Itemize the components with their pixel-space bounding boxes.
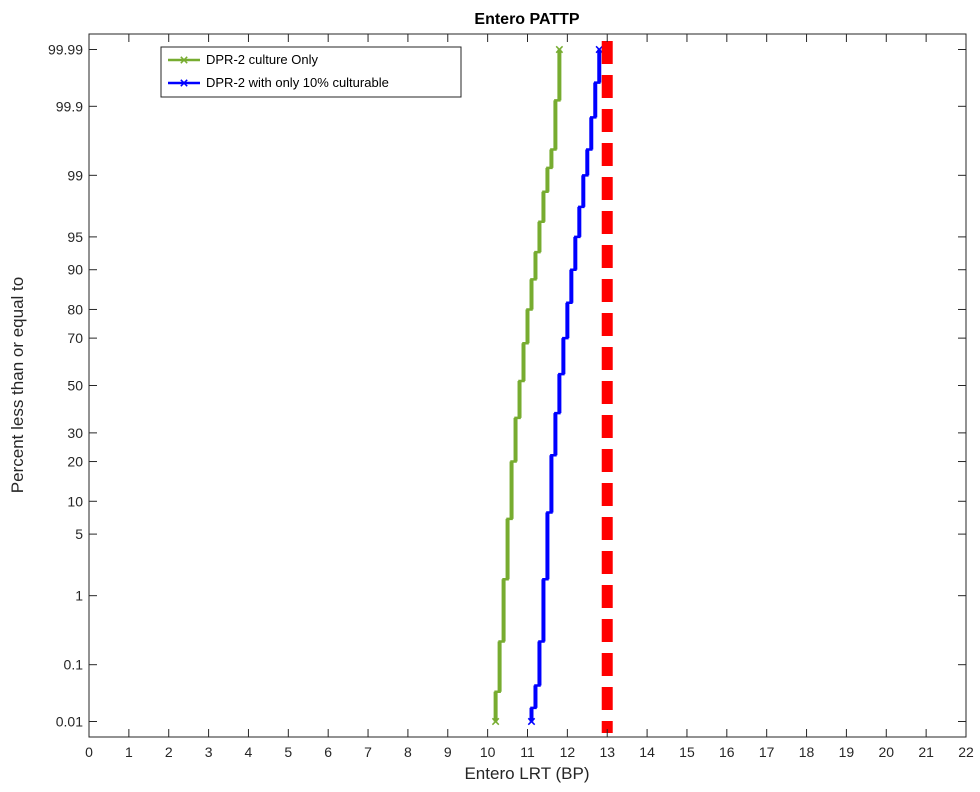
y-tick-label: 99: [67, 167, 83, 183]
x-tick-label: 11: [520, 744, 535, 760]
y-tick-label: 1: [75, 588, 83, 604]
y-tick-label: 70: [67, 330, 83, 346]
legend-label-green: DPR-2 culture Only: [206, 52, 318, 67]
data-point-marker: [555, 45, 564, 54]
x-tick-label: 15: [679, 744, 695, 760]
y-tick-label: 5: [75, 526, 83, 542]
x-tick-label: 9: [444, 744, 452, 760]
chart-title: Entero PATTP: [474, 11, 580, 28]
y-tick-label: 30: [67, 425, 83, 441]
y-tick-label: 50: [67, 378, 83, 394]
y-tick-label: 0.1: [64, 657, 84, 673]
data-point-marker: [527, 717, 536, 726]
x-tick-label: 18: [799, 744, 815, 760]
y-tick-label: 10: [67, 493, 83, 509]
series-green: [491, 45, 564, 726]
marker-stroke: [491, 717, 500, 726]
legend-entry-blue: DPR-2 with only 10% culturable: [168, 75, 389, 90]
data-point-marker: [595, 45, 603, 54]
x-tick-label: 8: [404, 744, 412, 760]
y-tick-label: 0.01: [56, 713, 83, 729]
y-tick-label: 90: [67, 262, 83, 278]
series-blue: [527, 45, 603, 726]
axes: 0 1 2 3 4 5 6 7 8 9 10 11 12 13 14 15 16 17 18 19 20 21 220.01…: [48, 33, 974, 760]
x-tick-label: 7: [364, 744, 372, 760]
x-axis-label: Entero LRT (BP): [464, 764, 589, 783]
x-tick-label: 0: [85, 744, 93, 760]
x-tick-label: 21: [918, 744, 934, 760]
data-point-marker: [491, 717, 500, 726]
x-tick-label: 19: [839, 744, 855, 760]
x-tick-label: 22: [958, 744, 974, 760]
x-tick-label: 6: [324, 744, 332, 760]
x-tick-label: 12: [560, 744, 576, 760]
x-tick-label: 5: [284, 744, 292, 760]
legend-marker: [180, 56, 188, 64]
y-axis-label: Percent less than or equal to: [8, 277, 27, 493]
y-tick-label: 99.99: [48, 42, 83, 58]
y-tick-label: 99.9: [56, 98, 83, 114]
x-tick-label: 2: [165, 744, 173, 760]
x-tick-label: 20: [878, 744, 894, 760]
x-tick-label: 1: [125, 744, 133, 760]
legend-label-blue: DPR-2 with only 10% culturable: [206, 75, 389, 90]
legend-entry-green: DPR-2 culture Only: [168, 52, 318, 67]
marker-stroke: [555, 45, 564, 54]
marker-stroke: [595, 45, 603, 54]
x-tick-label: 4: [245, 744, 253, 760]
legend-marker: [180, 79, 188, 87]
x-tick-label: 10: [480, 744, 496, 760]
plot-area: [491, 41, 613, 733]
x-tick-label: 17: [759, 744, 775, 760]
y-tick-label: 95: [67, 229, 83, 245]
x-tick-label: 14: [639, 744, 655, 760]
x-tick-label: 3: [205, 744, 213, 760]
x-tick-label: 16: [719, 744, 735, 760]
marker-stroke: [527, 717, 536, 726]
x-tick-label: 13: [599, 744, 615, 760]
y-tick-label: 20: [67, 454, 83, 470]
y-tick-label: 80: [67, 301, 83, 317]
legend: DPR-2 culture Only DPR-2 with only 10% c…: [160, 46, 462, 98]
legend-box: [160, 46, 462, 98]
